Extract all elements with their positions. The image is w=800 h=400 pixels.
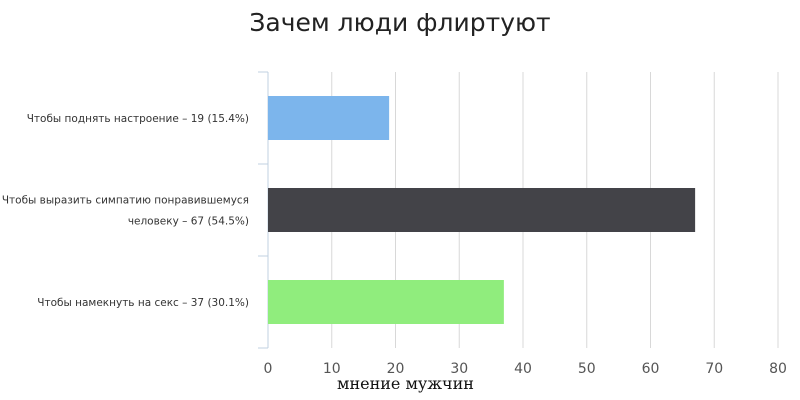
x-tick-label: 80 <box>769 361 787 377</box>
bar <box>268 96 390 140</box>
category-label: человеку – 67 (54.5%) <box>128 216 249 228</box>
x-tick-label: 50 <box>578 361 596 377</box>
x-tick-label: 20 <box>387 361 405 377</box>
x-tick-label: 0 <box>264 361 273 377</box>
category-label: Чтобы выразить симпатию понравившемуся <box>2 195 249 207</box>
x-tick-label: 70 <box>705 361 723 377</box>
x-tick-label: 60 <box>642 361 660 377</box>
bars <box>268 96 696 324</box>
x-tick-label: 30 <box>450 361 468 377</box>
category-label: Чтобы поднять настроение – 19 (15.4%) <box>27 113 249 125</box>
category-axis <box>258 71 269 349</box>
category-labels: Чтобы поднять настроение – 19 (15.4%) Что… <box>2 113 249 309</box>
chart-title: Зачем люди флиртуют <box>249 8 551 37</box>
x-tick-labels: 0 10 20 30 40 50 60 70 80 <box>264 361 787 377</box>
bar <box>268 280 504 324</box>
bar <box>268 188 696 232</box>
x-tick-label: 40 <box>514 361 532 377</box>
x-axis-label: мнение мужчин <box>337 374 474 393</box>
category-label: Чтобы намекнуть на секс – 37 (30.1%) <box>37 297 249 309</box>
x-tick-label: 10 <box>323 361 341 377</box>
